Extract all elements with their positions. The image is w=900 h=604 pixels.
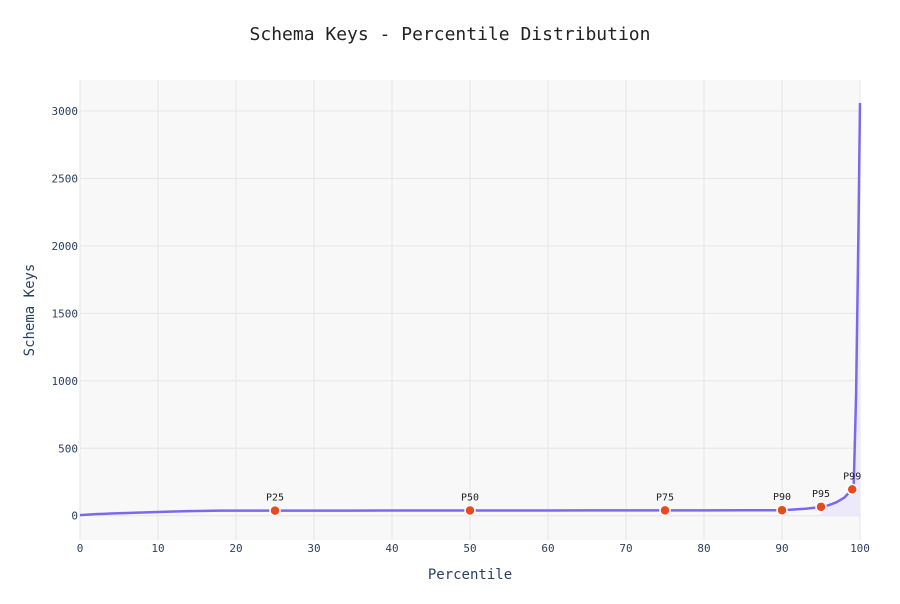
percentile-marker [464,504,476,517]
marker-layer: P25 P50 P75 P90 P95 P99 [266,471,861,517]
percentile-marker [776,504,788,516]
percentile-marker [846,483,858,496]
x-tick-label: 40 [385,542,398,555]
y-tick-label: 500 [58,442,78,455]
x-tick-label: 30 [307,542,320,555]
x-tick-label: 50 [463,542,476,555]
percentile-marker [269,504,281,517]
percentile-marker-label: P25 [266,493,284,504]
x-tick-label: 100 [850,542,870,555]
x-axis-title: Percentile [428,567,512,583]
y-tick-label: 3000 [52,105,79,118]
x-tick-label: 10 [151,542,164,555]
percentile-marker-label: P50 [461,492,479,503]
y-tick-label: 0 [71,510,78,523]
y-tick-label: 2000 [52,240,79,253]
y-tick-label: 2500 [52,172,79,185]
x-tick-label: 70 [619,542,632,555]
y-tick-label: 1500 [52,307,79,320]
x-tick-label: 90 [775,542,788,555]
y-tick-label: 1000 [52,375,79,388]
tick-layer: 0 10 20 30 40 50 60 70 80 90 100050010001500200025… [52,105,870,555]
percentile-marker-label: P90 [773,492,791,503]
x-tick-label: 60 [541,542,554,555]
percentile-marker-label: P95 [812,489,830,500]
percentile-marker [659,504,671,517]
fill-layer [821,102,860,516]
x-tick-label: 0 [77,542,84,555]
y-axis-title: Schema Keys [22,264,38,357]
percentile-marker [815,501,827,513]
percentile-marker-label: P99 [843,471,861,482]
tail-area [821,102,860,516]
chart-title: Schema Keys - Percentile Distribution [250,24,651,45]
x-tick-label: 20 [229,542,242,555]
percentile-marker-label: P75 [656,492,674,503]
x-tick-label: 80 [697,542,710,555]
